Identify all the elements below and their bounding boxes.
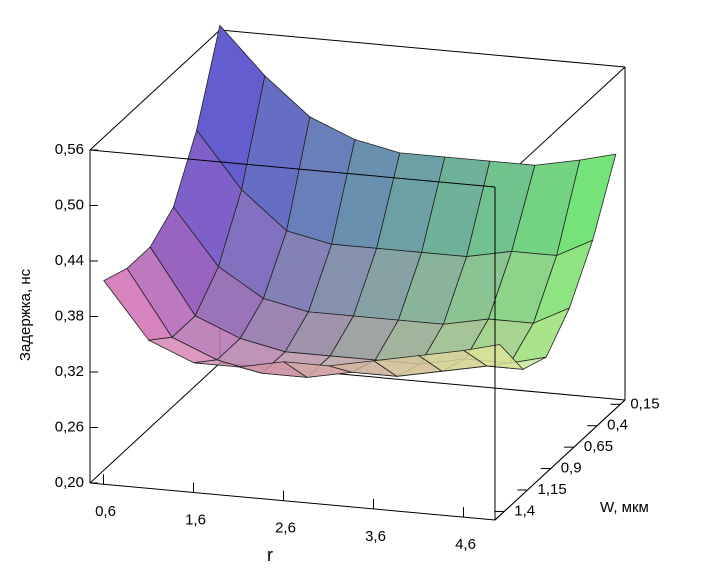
x-tick-label: 1,6 — [185, 511, 206, 528]
z-axis-title: Задержка, нс — [17, 268, 34, 361]
z-tick-label: 0,38 — [55, 307, 84, 324]
z-tick-label: 0,20 — [55, 474, 84, 491]
y-tick-label: 1,15 — [538, 481, 567, 498]
y-tick-label: 0,65 — [584, 438, 613, 455]
surface-patch — [462, 344, 525, 370]
y-tick-label: 1,4 — [514, 502, 535, 519]
box-edge — [494, 399, 626, 521]
x-axis-title: r — [267, 545, 273, 565]
box-edge — [89, 29, 221, 151]
box-edge — [89, 149, 496, 188]
y-tick-label: 0,4 — [607, 417, 628, 434]
z-tick-label: 0,56 — [55, 141, 84, 158]
box-edge — [89, 482, 496, 521]
y-tick-label: 0,9 — [561, 460, 582, 477]
box-edge — [89, 362, 221, 484]
z-tick-label: 0,44 — [55, 252, 84, 269]
z-tick-label: 0,26 — [55, 418, 84, 435]
x-tick-label: 3,6 — [365, 528, 386, 545]
y-tick-label: 0,15 — [630, 395, 659, 412]
x-tick-label: 0,6 — [95, 503, 116, 520]
x-tick-label: 4,6 — [455, 536, 476, 553]
x-tick-label: 2,6 — [275, 520, 296, 537]
y-axis-title: W, мкм — [600, 499, 649, 516]
z-tick-label: 0,32 — [55, 363, 84, 380]
box-edge — [219, 29, 626, 68]
z-tick-label: 0,50 — [55, 196, 84, 213]
